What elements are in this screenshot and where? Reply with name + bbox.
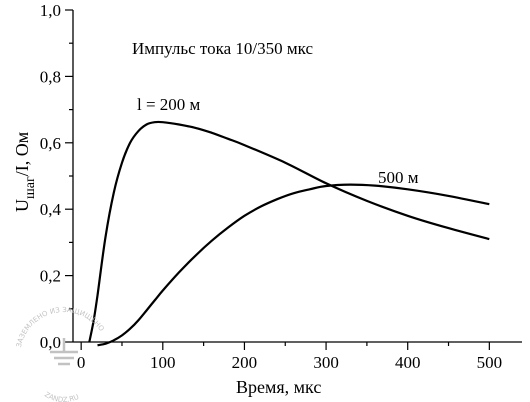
x-axis-title: Время, мкс (236, 377, 321, 397)
ground-symbol-icon (50, 338, 78, 366)
y-tick-label: 0,0 (40, 333, 61, 352)
y-tick-label: 0,2 (40, 267, 61, 286)
series (88, 120, 490, 347)
y-axis-title-tail: /I, Ом (12, 132, 32, 176)
x-tick-label: 200 (232, 353, 258, 372)
ticks: 0,0 0,2 0,4 0,6 0,8 1,0 0 100 200 300 400 500 (40, 1, 502, 372)
series-label-200m: l = 200 м (137, 95, 201, 114)
y-tick-label: 0,4 (40, 200, 62, 219)
series-line-500m (97, 183, 490, 347)
y-axis-title-main: U (12, 199, 32, 212)
x-tick-label: 300 (313, 353, 339, 372)
series-label-500m: 500 м (378, 168, 419, 187)
svg-text:Uшаг/I, Ом: Uшаг/I, Ом (12, 132, 38, 212)
x-tick-label: 0 (77, 353, 86, 372)
x-tick-label: 400 (395, 353, 421, 372)
axes (72, 10, 522, 343)
y-tick-label: 0,8 (40, 67, 61, 86)
chart-title: Импульс тока 10/350 мкс (132, 39, 313, 58)
x-tick-label: 500 (477, 353, 503, 372)
y-tick-label: 1,0 (40, 1, 61, 20)
watermark-text-bottom: ZANDZ.RU (43, 390, 80, 402)
watermark: ЗАЗЕМЛЕНО ИЗ ЗАЩИЩЕНО ZANDZ.RU (15, 306, 106, 402)
y-axis-title-sub: шаг (23, 176, 38, 199)
series-line-200m (88, 120, 490, 343)
y-axis-title: Uшаг/I, Ом (12, 132, 38, 212)
y-tick-label: 0,6 (40, 134, 61, 153)
x-tick-label: 100 (150, 353, 176, 372)
